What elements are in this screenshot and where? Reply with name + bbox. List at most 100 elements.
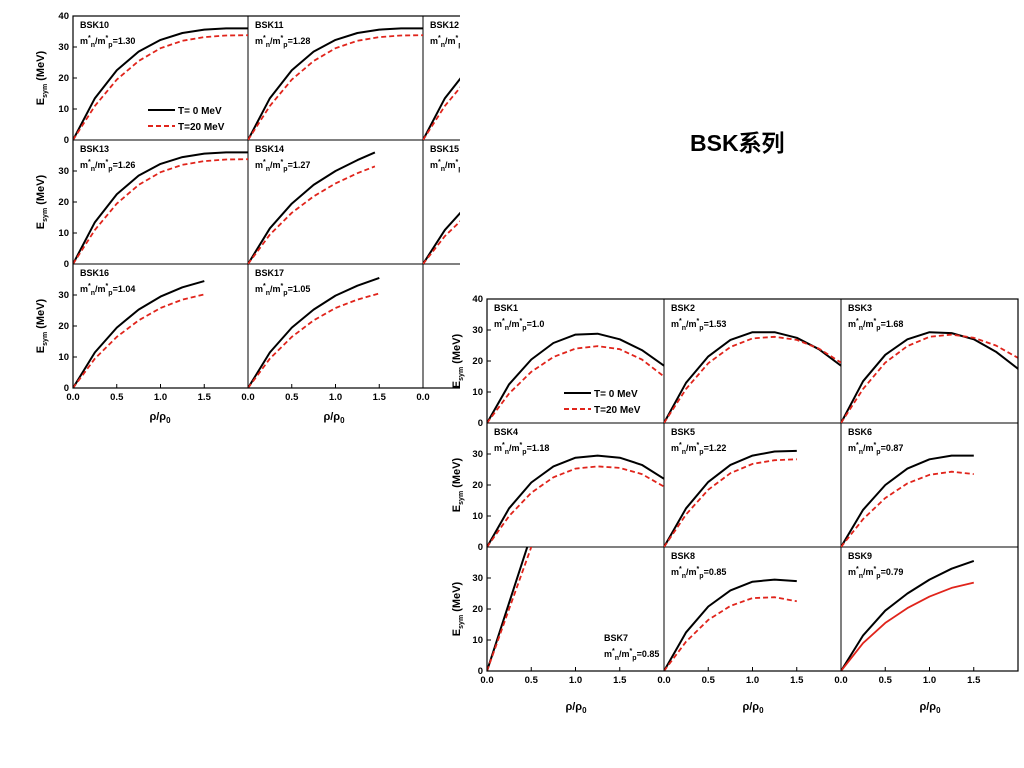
y-axis-label-main: E [35,222,47,229]
mass-ratio-part: * [856,318,859,325]
mass-ratio-part: m [80,160,88,170]
x-axis-label: ρ/ρ0 [323,411,345,425]
panel-label: BSK2 [671,303,695,313]
mass-ratio-part: n [615,655,619,662]
mass-ratio-part: m [848,319,856,329]
mass-ratio-part: p [458,166,460,173]
y-axis-label-main: E [451,505,463,512]
series-line-t20 [487,345,664,423]
x-tick-label: 1.5 [373,392,387,403]
mass-ratio-part: * [281,159,284,166]
legend-label-t0: T= 0 MeV [178,106,222,117]
y-axis-label-unit: (MeV) [35,50,47,83]
mass-ratio-part: p [522,449,526,456]
mass-ratio-part: * [520,442,523,449]
mass-ratio-part: /m [95,284,106,294]
mass-ratio-part: /m [509,319,520,329]
mass-ratio-part: n [266,166,270,173]
x-tick-label: 1.0 [154,392,167,403]
x-tick-label: 1.5 [967,675,981,686]
mass-ratio-part: * [88,159,91,166]
mass-ratio-part: n [91,290,95,297]
x-axis-label-main: ρ/ρ [565,701,582,713]
x-tick-label: 0.0 [66,392,79,403]
mass-ratio-label: m*n/m*p=1.68 [848,318,903,332]
series-line-t0 [248,27,423,140]
series-line-t0 [73,280,205,388]
mass-ratio-part: m [671,443,679,453]
y-tick-label: 10 [58,228,69,239]
series-line-t0 [73,27,248,140]
y-tick-label: 10 [58,104,69,115]
series-line-t0 [248,276,380,388]
series-line-t20 [423,86,460,140]
mass-ratio-part: m [255,284,263,294]
mass-ratio-part: p [699,449,703,456]
mass-ratio-part: m [604,649,612,659]
x-tick-label: 0.5 [525,675,539,686]
mass-ratio-part: * [679,318,682,325]
mass-ratio-part: * [520,318,523,325]
plot-frame [486,298,1019,672]
mass-ratio-part: * [697,318,700,325]
x-tick-label: 1.5 [198,392,212,403]
x-axis-label-sub: 0 [166,416,171,425]
series-line-t20 [841,333,1018,423]
mass-ratio-part: m [430,36,438,46]
panel-label: BSK13 [80,144,109,154]
upper-left-figure: BSK10m*n/m*p=1.30BSK11m*n/m*p=1.28BSK12m… [35,11,460,425]
y-tick-label: 0 [64,259,69,270]
page-title: BSK系列 [690,130,785,156]
x-axis-label: ρ/ρ0 [919,701,941,715]
mass-ratio-part: =1.22 [704,443,727,453]
mass-ratio-part: /m [686,567,697,577]
mass-ratio-label: m*n/m*p=1.09 [430,159,460,173]
mass-ratio-part: * [88,35,91,42]
mass-ratio-part: p [108,166,112,173]
y-tick-label: 0 [478,542,483,553]
mass-ratio-part: m [671,567,679,577]
mass-ratio-part: * [106,35,109,42]
mass-ratio-part: /m [619,649,630,659]
x-tick-label: 0.0 [834,675,847,686]
series-line-t20 [423,220,460,264]
y-axis-label: Esym (MeV) [451,581,465,636]
y-tick-label: 10 [58,352,69,363]
mass-ratio-part: p [283,166,287,173]
mass-ratio-part: m [430,160,438,170]
mass-ratio-part: n [859,573,863,580]
plot-frame [72,15,460,389]
y-tick-label: 0 [64,383,69,394]
mass-ratio-part: m [848,443,856,453]
series-line-t20 [664,596,797,671]
y-tick-label: 20 [58,73,69,84]
mass-ratio-part: =1.27 [288,160,311,170]
series-line-t0 [664,578,797,671]
panel-label: BSK4 [494,427,518,437]
mass-ratio-part: p [283,290,287,297]
mass-ratio-part: * [88,283,91,290]
mass-ratio-part: p [458,42,460,49]
x-axis-label-main: ρ/ρ [149,411,166,423]
mass-ratio-part: * [856,442,859,449]
panel-label: BSK10 [80,20,109,30]
y-axis-label-sub: sym [458,491,465,505]
mass-ratio-part: n [91,42,95,49]
mass-ratio-part: p [522,325,526,332]
mass-ratio-part: * [679,442,682,449]
y-axis-label-sub: sym [42,84,49,98]
series-line-t0 [487,332,664,423]
y-axis-label-sub: sym [458,367,465,381]
x-tick-label: 0.5 [285,392,299,403]
x-tick-label: 1.5 [613,675,627,686]
mass-ratio-part: =1.53 [704,319,727,329]
mass-ratio-part: * [874,318,877,325]
mass-ratio-part: /m [863,567,874,577]
panel-bsk12: BSK12 m*n/m*p=1.28 [423,20,460,140]
